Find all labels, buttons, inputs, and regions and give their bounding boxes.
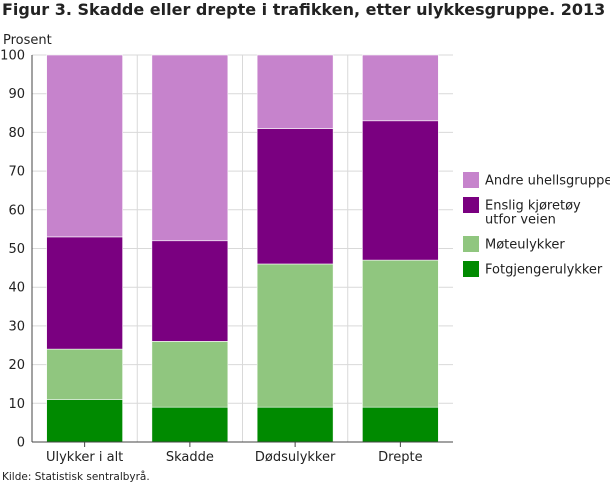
bar-segment-4-1 <box>362 406 439 443</box>
legend-swatch-1 <box>463 172 479 188</box>
chart-title: Figur 3. Skadde eller drepte i trafikken… <box>2 0 606 19</box>
y-axis-title: Prosent <box>3 33 52 48</box>
legend-label-2-2: utfor veien <box>485 213 556 228</box>
y-tick-label-70: 70 <box>8 165 25 180</box>
bar-segment-3-2 <box>256 263 334 408</box>
bar-segment-4-2 <box>362 259 439 408</box>
source-note: Kilde: Statistisk sentralbyrå. <box>2 471 150 483</box>
bar-segment-4-3 <box>362 120 439 261</box>
bar-segment-3-3 <box>256 128 334 265</box>
y-tick-label-10: 10 <box>8 397 25 412</box>
x-tick-label-4: Drepte <box>378 450 422 465</box>
bar-segment-2-1 <box>151 406 229 443</box>
bar-segment-1-2 <box>46 348 123 400</box>
x-tick-label-1: Ulykker i alt <box>46 450 123 465</box>
bar-segment-1-1 <box>46 399 123 443</box>
legend-swatch-4 <box>463 261 479 277</box>
legend-swatch-2 <box>463 197 479 213</box>
y-tick-label-20: 20 <box>8 358 25 373</box>
bars <box>46 54 439 443</box>
bar-segment-2-2 <box>151 341 229 408</box>
y-tick-label-50: 50 <box>8 242 25 257</box>
y-tick-label-40: 40 <box>8 281 25 296</box>
bar-segment-3-4 <box>256 54 334 129</box>
y-tick-label-60: 60 <box>8 203 25 218</box>
y-tick-label-100: 100 <box>0 49 25 64</box>
y-tick-label-0: 0 <box>17 436 25 451</box>
legend-swatch-3 <box>463 236 479 252</box>
legend-label-1: Andre uhellsgrupper <box>485 174 610 189</box>
legend: Andre uhellsgrupper Enslig kjøretøyutfor … <box>463 172 610 278</box>
legend-label-2-1: Enslig kjøretøy <box>485 199 581 214</box>
y-tick-label-90: 90 <box>8 87 25 102</box>
bar-segment-2-3 <box>151 240 229 342</box>
bar-segment-1-4 <box>46 54 123 238</box>
bar-segment-2-4 <box>151 54 229 242</box>
bar-segment-3-1 <box>256 406 334 443</box>
legend-label-3: Møteulykker <box>485 238 565 253</box>
y-tick-label-80: 80 <box>8 126 25 141</box>
x-tick-label-2: Skadde <box>166 450 214 465</box>
y-tick-label-30: 30 <box>8 319 25 334</box>
legend-label-4: Fotgjengerulykker <box>485 263 603 278</box>
bar-segment-4-4 <box>362 54 439 122</box>
x-tick-label-3: Dødsulykker <box>255 450 336 465</box>
bar-segment-1-3 <box>46 236 123 350</box>
